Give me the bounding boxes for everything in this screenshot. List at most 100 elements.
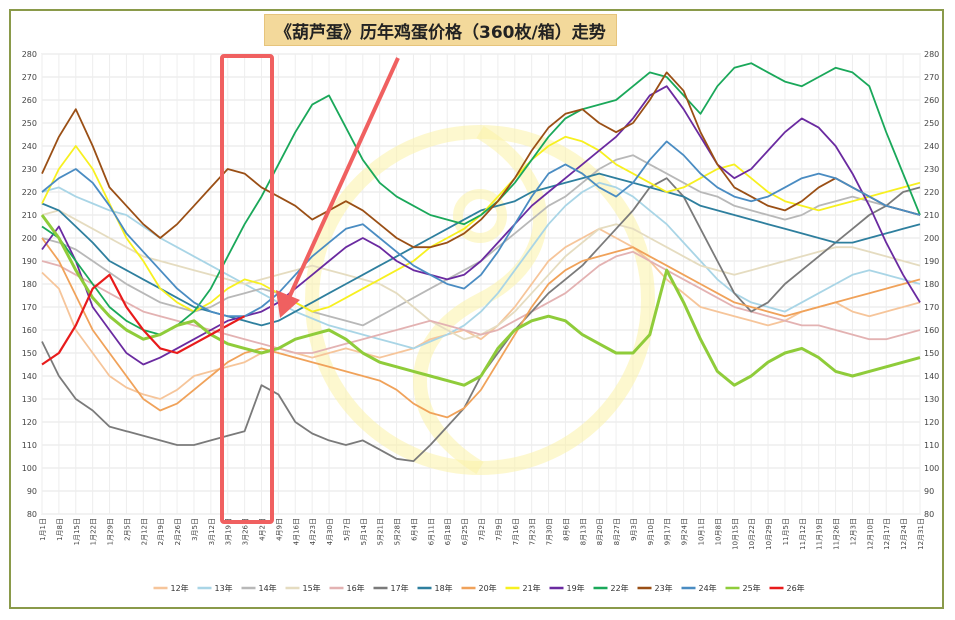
x-tick-label: 6月11日 (427, 518, 435, 545)
y-tick-label-left: 130 (22, 395, 37, 404)
x-tick-label: 7月23日 (529, 518, 537, 545)
series-line-14 (41, 273, 246, 366)
x-tick-label: 7月30日 (546, 518, 554, 545)
x-tick-label: 10月1日 (698, 518, 706, 545)
x-tick-label: 12月17日 (883, 518, 891, 550)
legend-label: 17年 (391, 583, 409, 593)
x-tick-label: 12月24日 (900, 518, 908, 550)
x-tick-label: 6月18日 (444, 518, 452, 545)
x-tick-label: 7月16日 (512, 518, 520, 545)
series-line-11 (41, 71, 921, 249)
y-tick-label-right: 220 (924, 188, 939, 197)
y-tick-label-left: 140 (22, 372, 37, 381)
x-tick-label: 4月30日 (326, 518, 334, 545)
y-tick-label-left: 90 (27, 487, 37, 496)
x-tick-label: 10月29日 (765, 518, 773, 550)
legend-label: 19年 (567, 583, 585, 593)
y-tick-label-right: 100 (924, 464, 939, 473)
y-tick-label-right: 240 (924, 142, 939, 151)
x-tick-label: 9月24日 (681, 518, 689, 545)
y-tick-label-left: 260 (22, 96, 37, 105)
y-tick-label-right: 230 (924, 165, 939, 174)
x-tick-label: 8月27日 (613, 518, 621, 545)
x-tick-label: 10月15日 (731, 518, 739, 550)
y-tick-label-right: 110 (924, 441, 939, 450)
series-line-0 (41, 227, 921, 400)
x-axis: 1月1日 1月8日 1月15日 1月22日 1月29日 2月5日 2月12日 2月19日 2月2… (39, 518, 925, 550)
x-tick-label: 8月20日 (596, 518, 604, 545)
y-axis-left: 80 90 100 110 120 130 140 150 160 170 180 190 200 210… (22, 50, 37, 519)
y-tick-label-left: 150 (22, 349, 37, 358)
chart-title: 《葫芦蛋》历年鸡蛋价格（360枚/箱）走势 (264, 14, 617, 46)
x-tick-label: 6月25日 (461, 518, 469, 545)
y-tick-label-right: 150 (924, 349, 939, 358)
series-lines (40, 62, 921, 463)
x-tick-label: 1月15日 (73, 518, 81, 545)
y-tick-label-right: 200 (924, 234, 939, 243)
legend-label: 20年 (479, 583, 497, 593)
legend-label: 24年 (699, 583, 717, 593)
series-line-6 (41, 172, 921, 327)
x-tick-label: 5月21日 (377, 518, 385, 545)
y-tick-label-right: 190 (924, 257, 939, 266)
x-tick-label: 5月14日 (360, 518, 368, 545)
x-tick-label: 3月26日 (242, 518, 250, 545)
legend-label: 18年 (435, 583, 453, 593)
x-tick-label: 4月23日 (309, 518, 317, 545)
x-tick-label: 9月17日 (664, 518, 672, 545)
y-tick-label-left: 210 (22, 211, 37, 220)
legend: 12年 13年 14年 15年 16年 17年 18年 20年 21年 19年 22年 23年 24年 2… (153, 583, 805, 593)
y-axis-right: 80 90 100 110 120 130 140 150 160 170 180 190 200 210… (924, 50, 939, 519)
y-tick-label-right: 180 (924, 280, 939, 289)
legend-label: 21年 (523, 583, 541, 593)
y-tick-label-right: 170 (924, 303, 939, 312)
x-tick-label: 9月10日 (647, 518, 655, 545)
x-tick-label: 3月12日 (208, 518, 216, 545)
x-tick-label: 8月6日 (562, 518, 570, 541)
y-tick-label-left: 280 (22, 50, 37, 59)
y-tick-label-left: 240 (22, 142, 37, 151)
x-tick-label: 8月13日 (579, 518, 587, 545)
x-tick-label: 12月3日 (849, 518, 857, 545)
x-tick-label: 12月10日 (866, 518, 874, 550)
legend-label: 12年 (171, 583, 189, 593)
y-tick-label-right: 160 (924, 326, 939, 335)
series-line-9 (41, 85, 921, 366)
x-tick-label: 3月19日 (225, 518, 233, 545)
y-tick-label-left: 250 (22, 119, 37, 128)
legend-label: 16年 (347, 583, 365, 593)
y-tick-label-right: 210 (924, 211, 939, 220)
x-tick-label: 10月22日 (748, 518, 756, 550)
x-tick-label: 6月4日 (410, 518, 418, 541)
y-tick-label-left: 170 (22, 303, 37, 312)
watermark-logo (305, 125, 655, 475)
x-tick-label: 11月12日 (799, 518, 807, 550)
x-tick-label: 1月8日 (56, 518, 64, 541)
y-tick-label-left: 80 (27, 510, 37, 519)
series-line-1 (41, 181, 921, 350)
legend-label: 26年 (787, 583, 805, 593)
x-tick-label: 2月26日 (174, 518, 182, 545)
y-tick-label-right: 130 (924, 395, 939, 404)
y-tick-label-left: 190 (22, 257, 37, 266)
series-line-7 (41, 237, 921, 419)
x-tick-label: 4月9日 (275, 518, 283, 541)
y-tick-label-left: 230 (22, 165, 37, 174)
x-tick-label: 5月7日 (343, 518, 351, 541)
y-tick-label-left: 270 (22, 73, 37, 82)
x-tick-label: 4月2日 (259, 518, 267, 541)
x-tick-label: 1月1日 (39, 518, 47, 541)
y-tick-label-right: 120 (924, 418, 939, 427)
highlight-annotation (220, 54, 400, 524)
series-line-13 (40, 214, 921, 387)
x-tick-label: 11月5日 (782, 518, 790, 545)
legend-label: 15年 (303, 583, 321, 593)
x-tick-label: 2月19日 (157, 518, 165, 545)
legend-label: 13年 (215, 583, 233, 593)
y-tick-label-right: 90 (924, 487, 934, 496)
legend-label: 22年 (611, 583, 629, 593)
y-tick-label-right: 140 (924, 372, 939, 381)
y-tick-label-left: 100 (22, 464, 37, 473)
x-tick-label: 10月8日 (714, 518, 722, 545)
